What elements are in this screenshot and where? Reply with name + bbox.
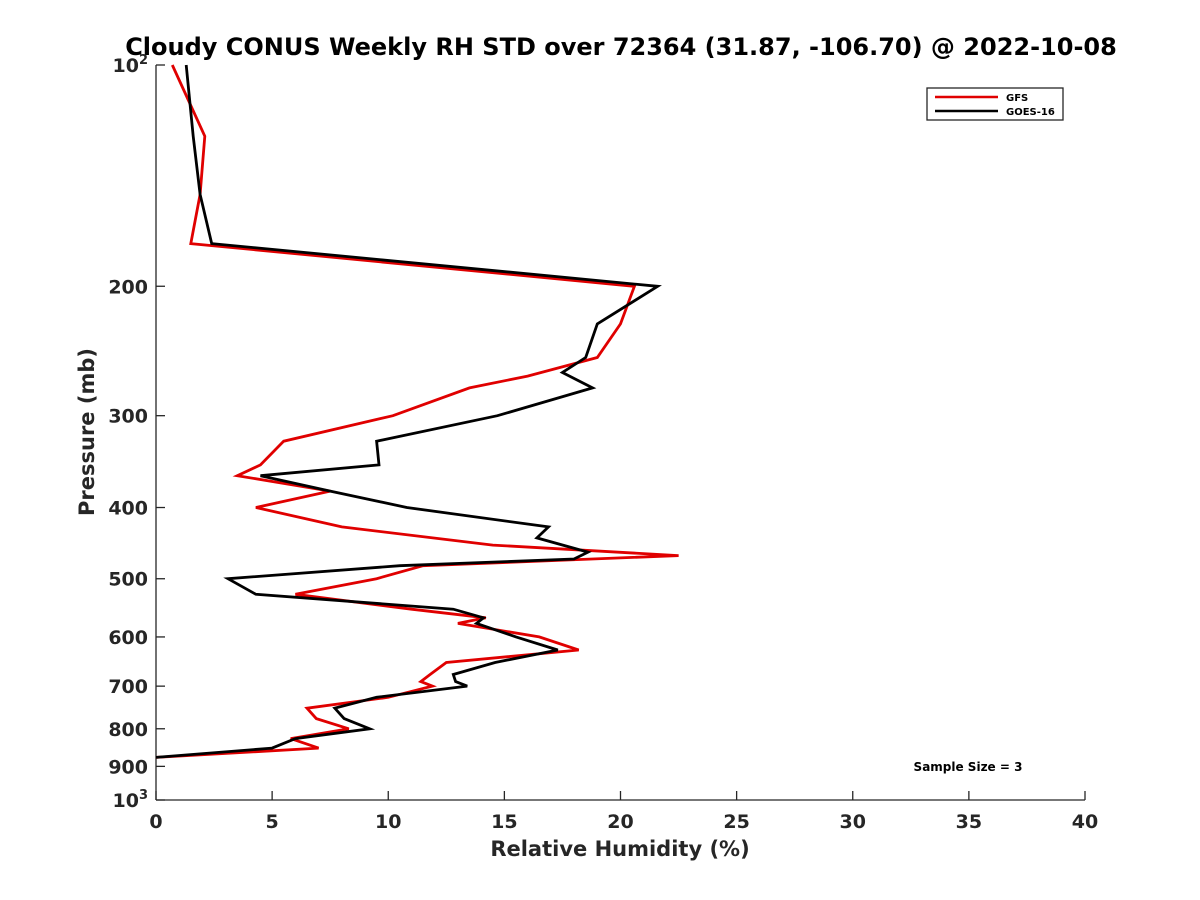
y-tick-label: 400 bbox=[108, 498, 148, 520]
x-tick-label: 25 bbox=[723, 811, 749, 833]
x-tick-label: 5 bbox=[266, 811, 279, 833]
x-tick-label: 35 bbox=[956, 811, 982, 833]
y-tick-label: 103 bbox=[113, 788, 149, 812]
x-ticks: 0 5 10 15 20 25 30 35 40 bbox=[149, 791, 1098, 833]
series-group bbox=[155, 64, 679, 759]
y-tick-label: 900 bbox=[108, 756, 148, 778]
y-tick-label: 102 bbox=[113, 53, 149, 77]
x-axis-label: Relative Humidity (%) bbox=[490, 837, 749, 861]
sample-size-annotation: Sample Size = 3 bbox=[914, 760, 1023, 774]
y-tick-label: 500 bbox=[108, 569, 148, 591]
axes bbox=[155, 65, 1085, 801]
x-tick-label: 15 bbox=[491, 811, 517, 833]
chart-title: Cloudy CONUS Weekly RH STD over 72364 (3… bbox=[125, 33, 1117, 61]
y-tick-label: 600 bbox=[108, 627, 148, 649]
x-tick-label: 30 bbox=[840, 811, 866, 833]
y-tick-label: 700 bbox=[108, 676, 148, 698]
legend-label-gfs: GFS bbox=[1006, 93, 1028, 104]
series-line-goes16 bbox=[155, 64, 662, 759]
y-axis-label: Pressure (mb) bbox=[75, 348, 99, 516]
x-tick-label: 40 bbox=[1072, 811, 1098, 833]
x-tick-label: 20 bbox=[607, 811, 633, 833]
legend-box bbox=[926, 87, 1064, 121]
y-tick-label: 800 bbox=[108, 719, 148, 741]
legend: GFS GOES-16 bbox=[926, 87, 1064, 121]
x-tick-label: 0 bbox=[149, 811, 162, 833]
legend-label-goes16: GOES-16 bbox=[1006, 107, 1055, 118]
x-tick-label: 10 bbox=[375, 811, 401, 833]
series-line-gfs bbox=[155, 64, 679, 759]
y-tick-label: 200 bbox=[108, 276, 148, 298]
y-tick-label: 300 bbox=[108, 406, 148, 428]
y-ticks: 102 200 300 400 500 600 700 800 900 103 bbox=[108, 53, 165, 812]
